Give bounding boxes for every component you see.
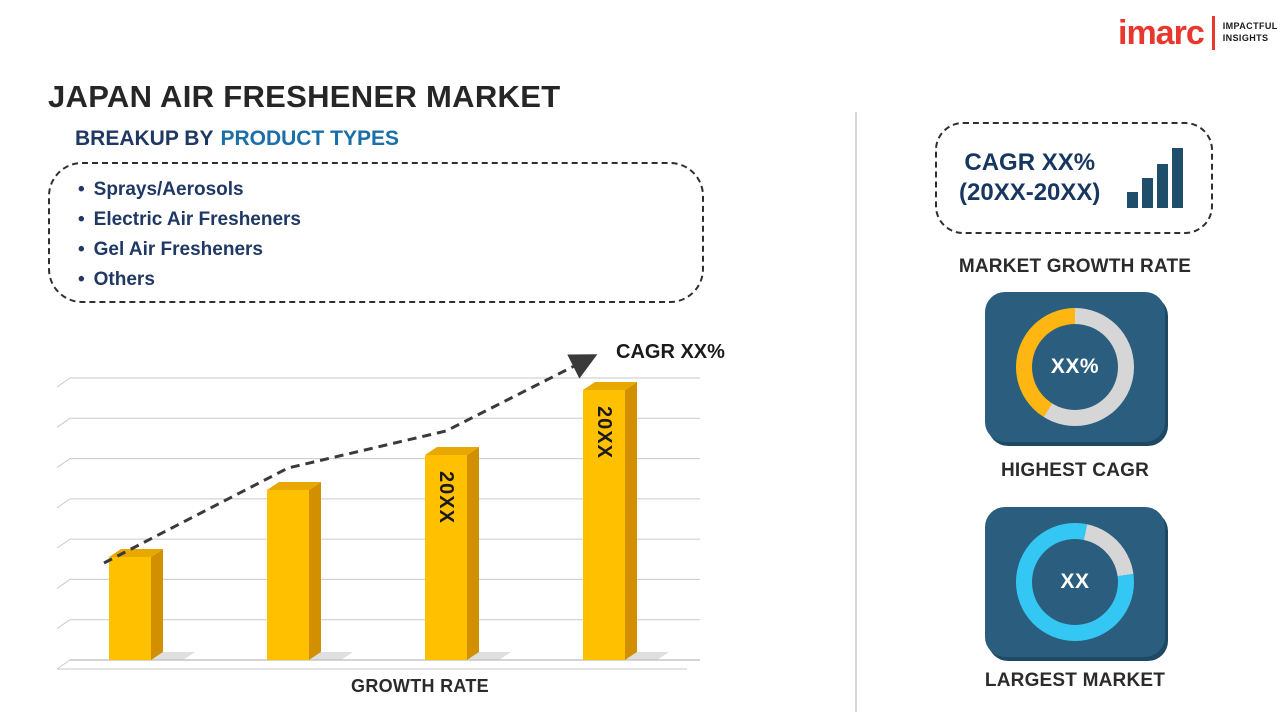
gridline-tick [56,659,71,670]
cagr-card-text: CAGR XX% (20XX-20XX) [959,149,1101,206]
list-item-text: Sprays/Aerosols [93,179,244,200]
bar-shadow [151,652,195,660]
list-item: • Sprays/Aerosols [78,175,702,205]
logo-tagline-line2: INSIGHTS [1222,33,1269,43]
cagr-trend-label: CAGR XX% [616,341,725,363]
bar-side [467,447,479,660]
list-item-text: Gel Air Fresheners [93,239,263,260]
gridline-tick [56,619,71,630]
highest-cagr-value: XX% [1032,324,1118,410]
gridline-tick [56,538,71,549]
largest-market-value: XX [1032,539,1118,625]
highest-cagr-label: HIGHEST CAGR [1000,460,1150,481]
gridline-tick [56,417,71,428]
bullet-icon: • [78,209,85,230]
breakup-heading: BREAKUP BY PRODUCT TYPES [75,127,399,151]
logo-divider [1211,16,1215,50]
largest-market-card: XX [985,507,1165,657]
logo-tagline: IMPACTFUL INSIGHTS [1223,21,1278,44]
page-title: JAPAN AIR FRESHENER MARKET [48,78,561,114]
bar-label: 20XX [435,471,457,524]
cagr-card-line2: (20XX-20XX) [959,178,1101,206]
gridline-tick [56,377,71,388]
highest-cagr-donut: XX% [1016,308,1134,426]
trend-arrow [103,354,598,565]
gridline-tick [56,579,71,589]
gridline-tick [56,458,71,468]
imarc-logo-text: imarc [1118,14,1205,52]
product-types-box: • Sprays/Aerosols • Electric Air Fresheners… [48,162,704,303]
bar-side [151,549,163,660]
bar-chart-icon [1127,148,1183,208]
bar-top [583,382,637,390]
largest-market-label: LARGEST MARKET [984,670,1166,691]
bar-label: 20XX [593,406,615,459]
bar [425,455,467,660]
product-type-list: • Sprays/Aerosols • Electric Air Fresheners… [50,175,702,295]
bar-top [425,447,479,455]
chart-x-axis-label: GROWTH RATE [351,676,489,696]
bullet-icon: • [78,269,85,290]
largest-market-donut: XX [1016,523,1134,641]
market-growth-rate-label: MARKET GROWTH RATE [958,256,1192,277]
breakup-heading-highlight: PRODUCT TYPES [220,127,399,150]
bullet-icon: • [78,179,85,200]
bar [109,557,151,660]
bar-top [267,482,321,490]
logo-tagline-line1: IMPACTFUL [1222,21,1278,32]
cagr-card-line1: CAGR XX% [964,149,1096,177]
vertical-divider [855,112,857,712]
bar-shadow [625,652,669,660]
list-item: • Electric Air Fresheners [78,205,702,235]
bar-side [625,382,637,660]
breakup-heading-prefix: BREAKUP BY [75,127,214,150]
bullet-icon: • [78,239,85,260]
growth-bar-chart: 20XX 20XX [56,354,700,670]
bar-shadow [467,652,511,660]
bar [267,490,309,660]
list-item: • Gel Air Fresheners [78,235,702,265]
list-item-text: Electric Air Fresheners [93,209,301,230]
cagr-card: CAGR XX% (20XX-20XX) [935,122,1213,234]
bar [583,390,625,660]
highest-cagr-card: XX% [985,292,1165,442]
gridline-tick [56,498,71,509]
imarc-logo: imarc IMPACTFUL INSIGHTS [1118,16,1278,50]
list-item: • Others [78,265,702,295]
bar-shadow [309,652,353,660]
list-item-text: Others [93,269,155,290]
bar-side [309,482,321,660]
